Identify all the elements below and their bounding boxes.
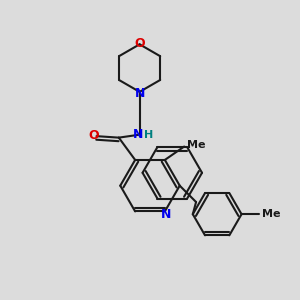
Text: O: O <box>134 37 145 50</box>
Text: N: N <box>133 128 143 141</box>
Text: Me: Me <box>187 140 205 150</box>
Text: O: O <box>88 129 99 142</box>
Text: Me: Me <box>262 209 280 219</box>
Text: H: H <box>144 130 153 140</box>
Text: N: N <box>134 87 145 100</box>
Text: N: N <box>161 208 172 221</box>
